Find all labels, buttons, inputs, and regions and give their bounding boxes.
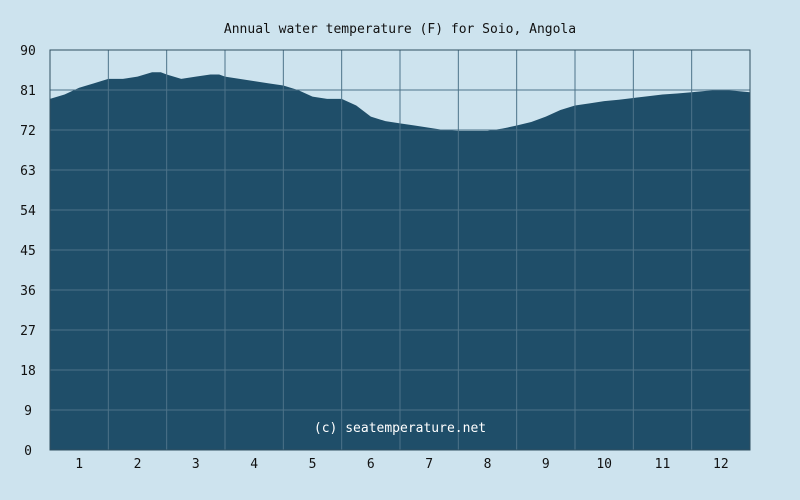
plot-frame [49,49,751,451]
x-tick-label: 7 [425,457,433,472]
y-tick-label: 63 [20,164,36,179]
x-tick-label: 9 [542,457,550,472]
x-tick-label: 6 [367,457,375,472]
watermark-text: (c) seatemperature.net [314,421,486,436]
x-tick-label: 5 [309,457,317,472]
x-tick-label: 8 [484,457,492,472]
x-tick-label: 12 [713,457,729,472]
y-tick-label: 0 [24,444,32,459]
x-tick-label: 1 [75,457,83,472]
x-tick-label: 4 [250,457,258,472]
y-tick-label: 81 [20,84,36,99]
y-tick-label: 18 [20,364,36,379]
y-tick-label: 72 [20,124,36,139]
x-tick-label: 2 [134,457,142,472]
x-tick-label: 3 [192,457,200,472]
x-tick-label: 10 [596,457,612,472]
y-tick-label: 45 [20,244,36,259]
y-tick-label: 27 [20,324,36,339]
x-tick-label: 11 [655,457,671,472]
y-tick-label: 54 [20,204,36,219]
chart-title: Annual water temperature (F) for Soio, A… [224,22,576,37]
y-tick-label: 36 [20,284,36,299]
y-tick-label: 9 [24,404,32,419]
y-tick-label: 90 [20,44,36,59]
